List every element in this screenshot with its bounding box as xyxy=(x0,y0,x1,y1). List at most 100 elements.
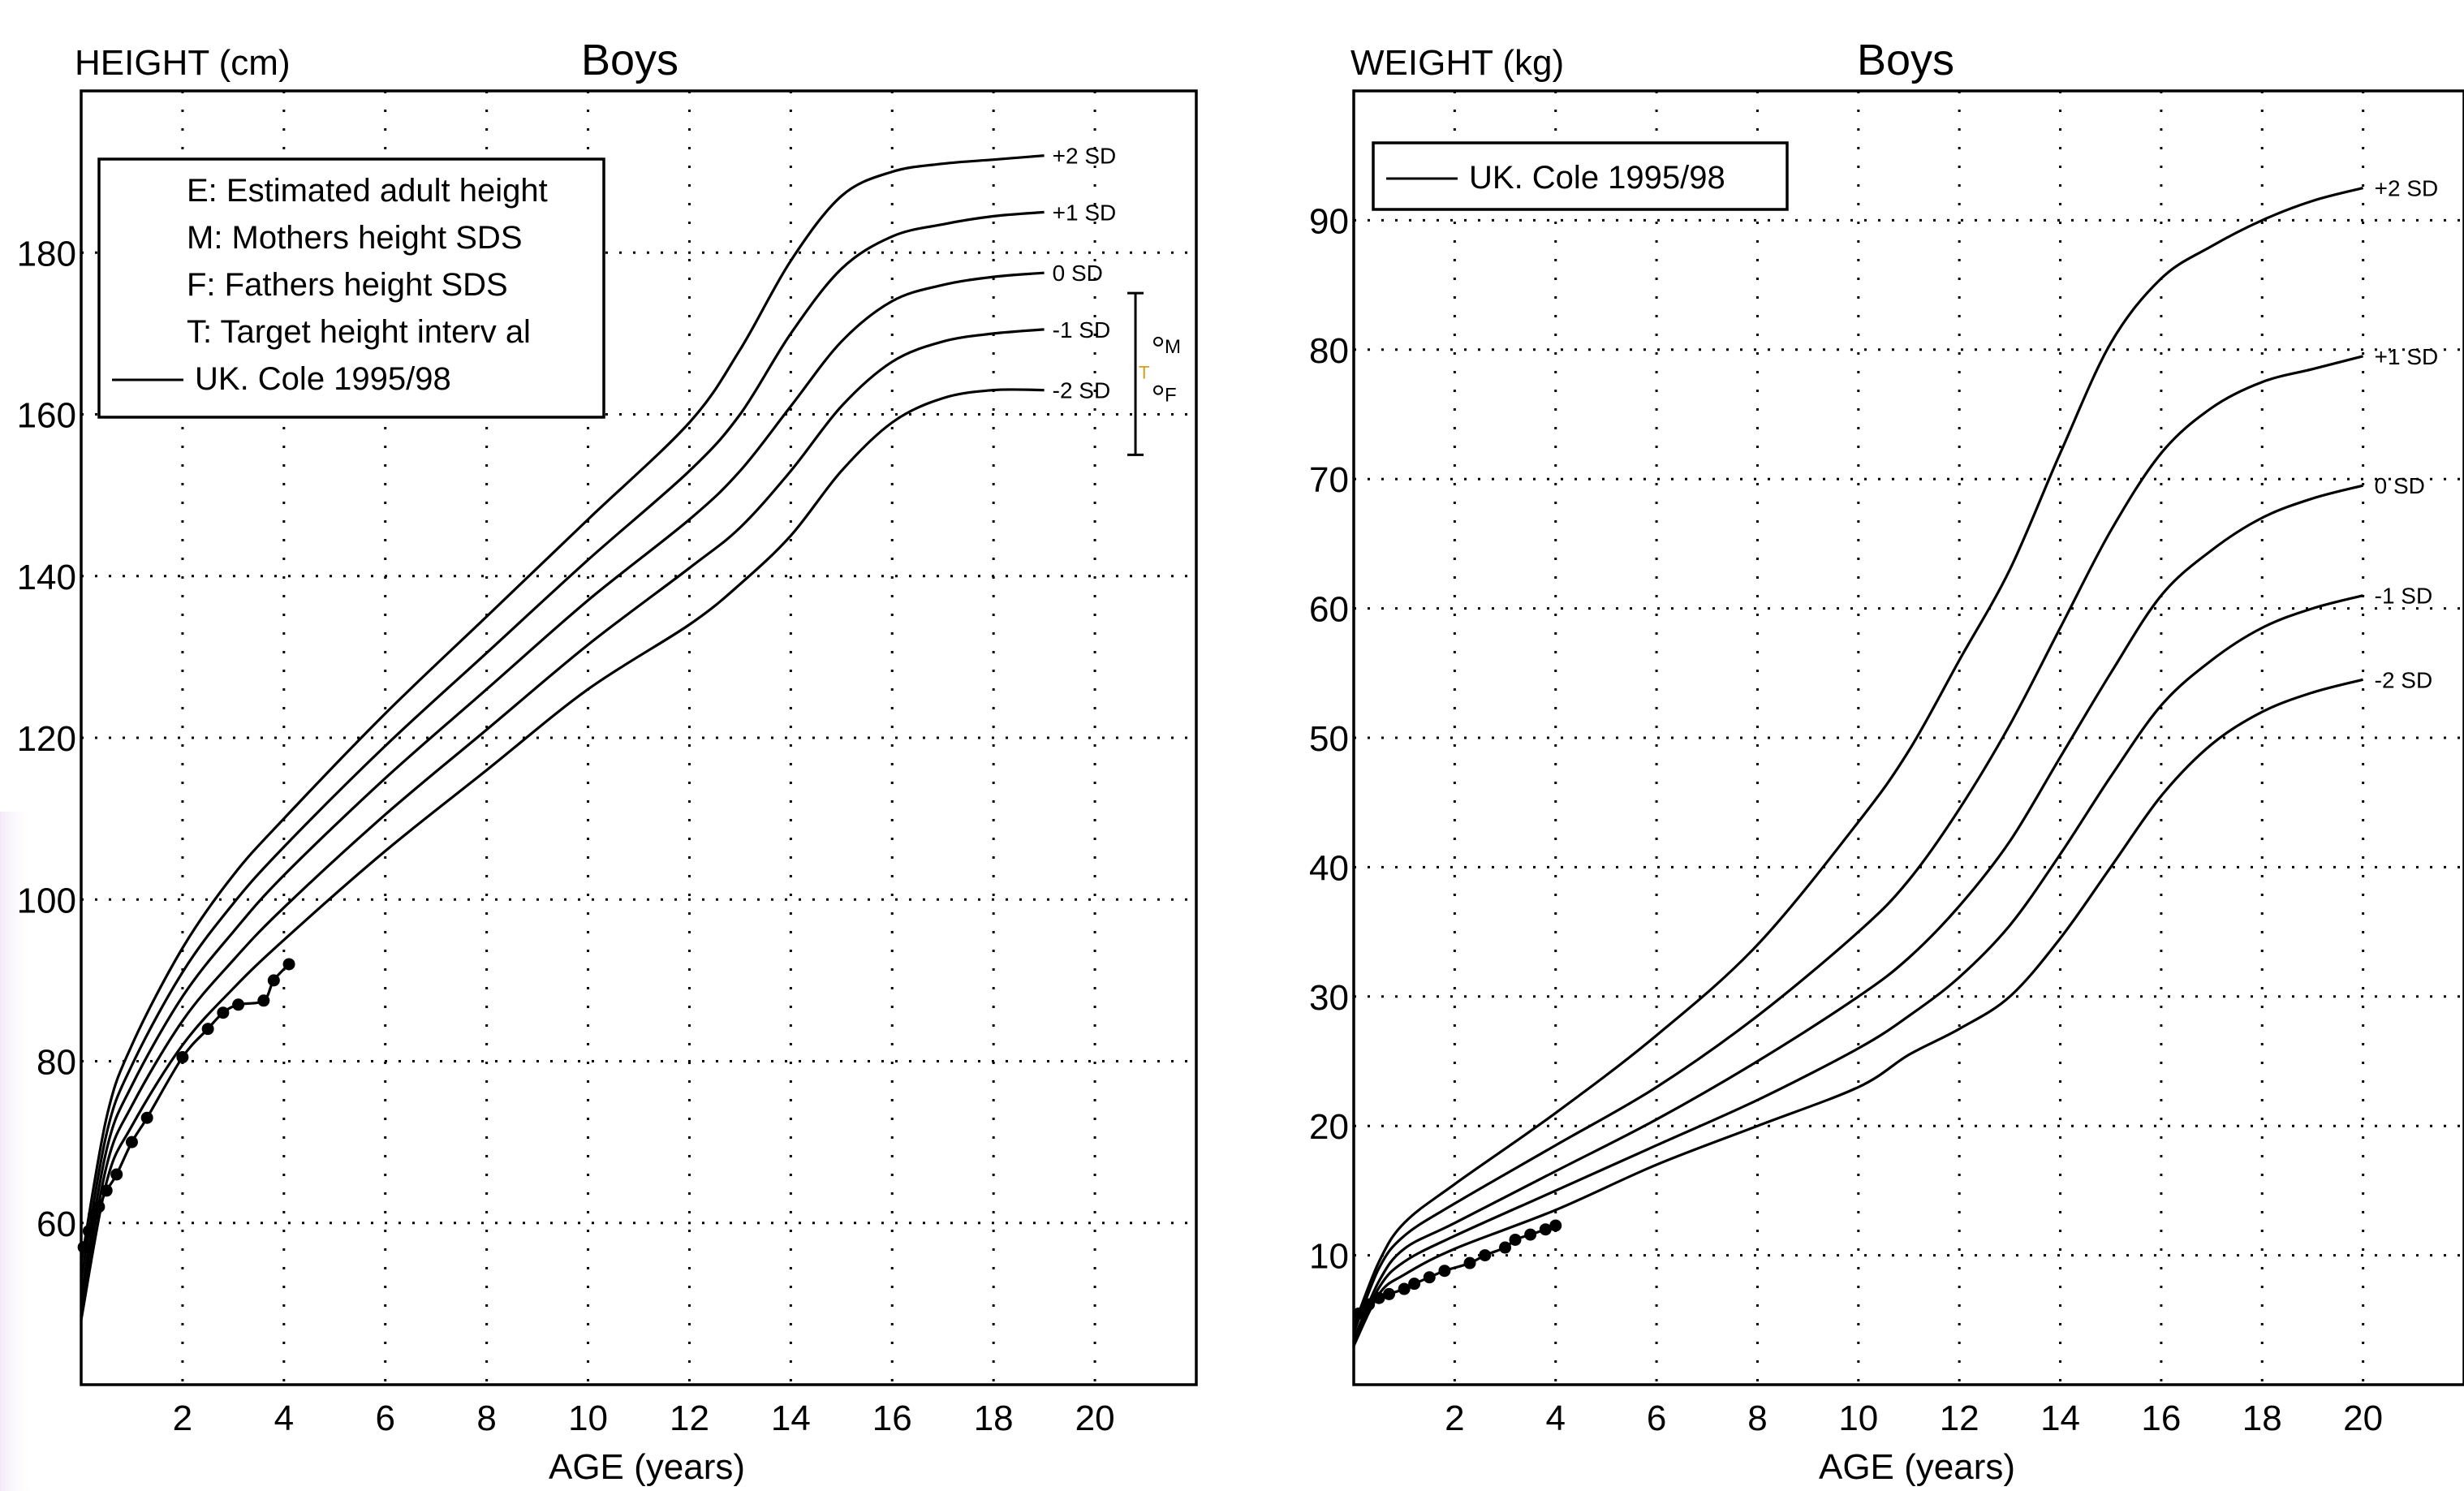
patient-point xyxy=(140,1111,153,1124)
patient-point xyxy=(1383,1287,1396,1300)
y-tick-label: 50 xyxy=(1309,719,1349,759)
y-axis-title: HEIGHT (cm) xyxy=(75,43,291,83)
x-tick-label: 2 xyxy=(173,1398,192,1438)
x-tick-label: 10 xyxy=(568,1398,608,1438)
x-tick-label: 12 xyxy=(670,1398,709,1438)
patient-point xyxy=(232,998,245,1011)
sd-label: -2 SD xyxy=(2375,667,2433,692)
sd-curve xyxy=(80,154,1045,1264)
x-tick-label: 14 xyxy=(2040,1398,2080,1438)
patient-point xyxy=(125,1135,138,1148)
sd-label: 0 SD xyxy=(2375,473,2425,498)
x-tick-label: 16 xyxy=(872,1398,912,1438)
x-tick-label: 20 xyxy=(2343,1398,2383,1438)
x-tick-label: 6 xyxy=(375,1398,394,1438)
mother-marker xyxy=(1153,336,1164,347)
y-tick-label: 160 xyxy=(17,396,76,436)
y-tick-label: 30 xyxy=(1309,978,1349,1018)
father-marker xyxy=(1153,385,1164,395)
patient-point xyxy=(176,1051,189,1064)
legend-entry: T: Target height interv al xyxy=(187,314,531,350)
sd-label: -2 SD xyxy=(1053,378,1111,403)
x-axis-title: AGE (years) xyxy=(549,1447,745,1487)
legend-entry: M: Mothers height SDS xyxy=(187,220,523,256)
x-tick-label: 16 xyxy=(2141,1398,2181,1438)
patient-point xyxy=(82,1225,95,1238)
sd-curve xyxy=(1352,484,2363,1340)
plot-frame xyxy=(80,89,1198,1386)
patient-point xyxy=(1438,1265,1451,1278)
y-tick-label: 90 xyxy=(1309,201,1349,241)
y-tick-label: 100 xyxy=(17,881,76,920)
chart-title: Boys xyxy=(1857,36,1954,84)
x-tick-label: 12 xyxy=(1940,1398,1979,1438)
sd-curve xyxy=(1352,678,2363,1347)
sd-label: +1 SD xyxy=(2375,344,2439,369)
sd-curve xyxy=(80,271,1045,1296)
y-axis-title: WEIGHT (kg) xyxy=(1350,43,1564,83)
y-tick-label: 40 xyxy=(1309,848,1349,888)
x-tick-label: 14 xyxy=(771,1398,811,1438)
sd-label: +2 SD xyxy=(1053,144,1117,169)
patient-point xyxy=(267,974,280,987)
sd-label: +2 SD xyxy=(2375,176,2439,201)
sd-label: -1 SD xyxy=(1053,317,1111,343)
patient-point xyxy=(1423,1271,1436,1284)
sd-curve xyxy=(80,210,1045,1280)
patient-point xyxy=(1509,1233,1522,1246)
sd-label: +1 SD xyxy=(1053,200,1117,225)
legend-entry: F: Fathers height SDS xyxy=(187,267,508,303)
x-tick-label: 18 xyxy=(974,1398,1014,1438)
weight-chart: +2 SD +1 SD 0 SD -1 SD -2 SD UK. Cole 1995/98… xyxy=(1309,36,2464,1487)
patient-point xyxy=(110,1168,123,1181)
patient-point xyxy=(1524,1228,1537,1241)
x-tick-label: 4 xyxy=(1545,1398,1565,1438)
x-tick-label: 8 xyxy=(1747,1398,1767,1438)
patient-point xyxy=(93,1200,106,1213)
x-tick-label: 10 xyxy=(1838,1398,1878,1438)
plot-frame xyxy=(1352,89,2464,1386)
x-tick-label: 18 xyxy=(2242,1398,2282,1438)
patient-point xyxy=(201,1023,214,1036)
legend-entry: UK. Cole 1995/98 xyxy=(1469,160,1725,196)
patient-point xyxy=(1499,1241,1512,1254)
x-tick-label: 6 xyxy=(1647,1398,1666,1438)
patient-point xyxy=(100,1184,113,1197)
patient-point xyxy=(1352,1307,1365,1320)
patient-point xyxy=(1549,1219,1562,1232)
legend-box xyxy=(97,157,605,419)
sd-curve xyxy=(80,388,1045,1321)
y-tick-label: 60 xyxy=(37,1204,76,1244)
patient-point xyxy=(1408,1278,1421,1291)
y-tick-label: 120 xyxy=(17,719,76,759)
sd-curve xyxy=(1352,355,2363,1334)
legend-entry: UK. Cole 1995/98 xyxy=(195,361,451,397)
x-axis-title: AGE (years) xyxy=(1819,1447,2015,1487)
patient-point xyxy=(217,1006,230,1019)
sd-label: 0 SD xyxy=(1053,261,1103,286)
patient-point xyxy=(1463,1256,1476,1269)
chart-title: Boys xyxy=(581,36,678,84)
sd-curve xyxy=(1352,187,2363,1327)
legend-box xyxy=(1372,141,1789,211)
patient-point xyxy=(77,1241,90,1254)
patient-point xyxy=(1372,1291,1385,1304)
y-tick-label: 20 xyxy=(1309,1107,1349,1147)
y-tick-label: 70 xyxy=(1309,460,1349,500)
patient-point xyxy=(1363,1298,1376,1311)
x-tick-label: 2 xyxy=(1445,1398,1464,1438)
y-tick-label: 180 xyxy=(17,234,76,274)
mother-marker-label: M xyxy=(1165,336,1181,358)
y-tick-label: 60 xyxy=(1309,590,1349,630)
height-chart: +2 SD +1 SD 0 SD -1 SD -2 SD M FT E: Estimated … xyxy=(17,36,1198,1487)
patient-point xyxy=(1398,1282,1411,1295)
x-tick-label: 20 xyxy=(1075,1398,1115,1438)
x-tick-label: 4 xyxy=(274,1398,294,1438)
father-marker-label: F xyxy=(1165,385,1177,407)
y-tick-label: 10 xyxy=(1309,1237,1349,1277)
x-tick-label: 8 xyxy=(476,1398,496,1438)
y-tick-label: 80 xyxy=(1309,331,1349,371)
patient-point xyxy=(257,994,270,1007)
y-tick-label: 140 xyxy=(17,558,76,597)
legend-entry: E: Estimated adult height xyxy=(187,173,548,209)
